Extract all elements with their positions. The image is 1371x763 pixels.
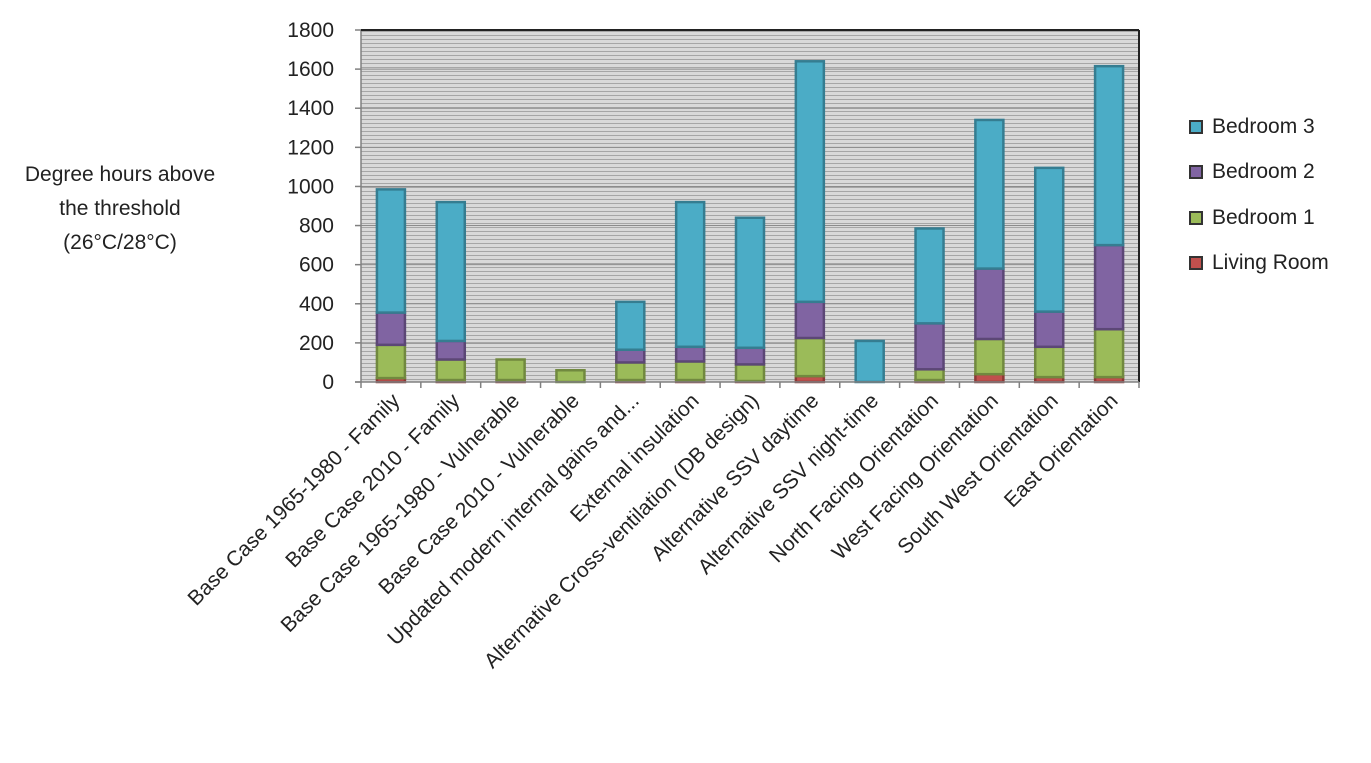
y-tick-label: 1000 bbox=[287, 175, 334, 198]
y-tick-label: 400 bbox=[299, 293, 334, 316]
y-axis-title-line-1: Degree hours above bbox=[24, 163, 216, 186]
legend-swatch-bedroom-1 bbox=[1189, 210, 1203, 225]
legend: Bedroom 3 Bedroom 2 Bedroom 1 Living Roo… bbox=[1189, 104, 1369, 286]
y-axis-title-line-3: (26°C/28°C) bbox=[63, 231, 177, 254]
bar-segment-bedroom-3 bbox=[914, 227, 945, 325]
bar-segment-bedroom-3 bbox=[1093, 64, 1125, 247]
bar-segment-bedroom-1 bbox=[674, 360, 706, 382]
bar-segment-bedroom-1 bbox=[555, 369, 586, 384]
x-tick-label: Alternative Cross-ventilation (DB design… bbox=[480, 389, 764, 673]
legend-label-living-room: Living Room bbox=[1212, 251, 1329, 275]
bar-segment-bedroom-1 bbox=[495, 358, 526, 382]
bar-segment-bedroom-3 bbox=[734, 216, 766, 350]
legend-label-bedroom-2: Bedroom 2 bbox=[1212, 160, 1315, 184]
bar-segment-bedroom-1 bbox=[914, 368, 945, 382]
bar-segment-bedroom-3 bbox=[794, 60, 826, 304]
bar-segment-bedroom-1 bbox=[435, 358, 467, 382]
bar-segment-bedroom-3 bbox=[974, 118, 1005, 270]
legend-item-living-room: Living Room bbox=[1189, 241, 1369, 287]
bars bbox=[375, 60, 1125, 384]
axes bbox=[355, 29, 1140, 388]
x-tick-label: Base Case 1965-1980 - Vulnerable bbox=[276, 389, 524, 637]
y-tick-label: 0 bbox=[322, 371, 334, 394]
y-tick-label: 1600 bbox=[287, 58, 334, 81]
x-tick-label: Base Case 1965-1980 - Family bbox=[183, 389, 404, 610]
bar-segment-bedroom-3 bbox=[615, 300, 646, 351]
legend-swatch-bedroom-2 bbox=[1189, 165, 1203, 180]
y-tick-label: 800 bbox=[299, 215, 334, 238]
legend-label-bedroom-3: Bedroom 3 bbox=[1212, 114, 1315, 138]
y-tick-label: 1200 bbox=[287, 136, 334, 159]
x-tick-label: East Orientation bbox=[1000, 389, 1123, 512]
y-axis-title: Degree hours above the threshold (26°C/2… bbox=[0, 158, 240, 260]
bar-segment-bedroom-2 bbox=[1093, 243, 1125, 331]
legend-label-bedroom-1: Bedroom 1 bbox=[1212, 205, 1315, 229]
y-tick-label: 600 bbox=[299, 254, 334, 277]
bar-segment-bedroom-2 bbox=[1033, 310, 1065, 349]
bar-segment-bedroom-1 bbox=[974, 337, 1005, 376]
bar-segment-bedroom-1 bbox=[375, 343, 407, 380]
legend-swatch-living-room bbox=[1189, 256, 1203, 271]
bar-segment-bedroom-2 bbox=[794, 300, 826, 340]
bar-segment-bedroom-1 bbox=[734, 363, 766, 383]
y-axis-title-line-2: the threshold bbox=[59, 197, 181, 220]
legend-item-bedroom-1: Bedroom 1 bbox=[1189, 195, 1369, 241]
bar-segment-bedroom-3 bbox=[435, 200, 467, 343]
bar-segment-bedroom-2 bbox=[914, 322, 945, 371]
bar-segment-bedroom-1 bbox=[615, 361, 646, 382]
y-tick-labels: 0 200 400 600 800 1000 1200 1400 1600 1800 bbox=[287, 19, 334, 394]
bar-segment-bedroom-2 bbox=[615, 348, 646, 364]
y-tick-label: 1400 bbox=[287, 97, 334, 120]
bar-segment-bedroom-2 bbox=[974, 267, 1005, 341]
legend-item-bedroom-2: Bedroom 2 bbox=[1189, 150, 1369, 196]
bar-segment-bedroom-1 bbox=[1033, 345, 1065, 379]
bar-segment-bedroom-2 bbox=[435, 339, 467, 361]
legend-swatch-bedroom-3 bbox=[1189, 119, 1203, 134]
bar-segment-bedroom-2 bbox=[674, 345, 706, 363]
bar-segment-bedroom-2 bbox=[734, 346, 766, 366]
bar-segment-bedroom-2 bbox=[375, 311, 407, 347]
y-tick-label: 1800 bbox=[287, 19, 334, 42]
bar-segment-bedroom-3 bbox=[1033, 166, 1065, 313]
legend-item-bedroom-3: Bedroom 3 bbox=[1189, 104, 1369, 150]
bar-segment-bedroom-3 bbox=[375, 188, 407, 314]
bar-segment-bedroom-3 bbox=[854, 339, 885, 384]
bar-segment-bedroom-1 bbox=[1093, 327, 1125, 379]
y-tick-label: 200 bbox=[299, 332, 334, 355]
bar-segment-bedroom-1 bbox=[794, 336, 826, 378]
bar-segment-bedroom-3 bbox=[674, 200, 706, 349]
